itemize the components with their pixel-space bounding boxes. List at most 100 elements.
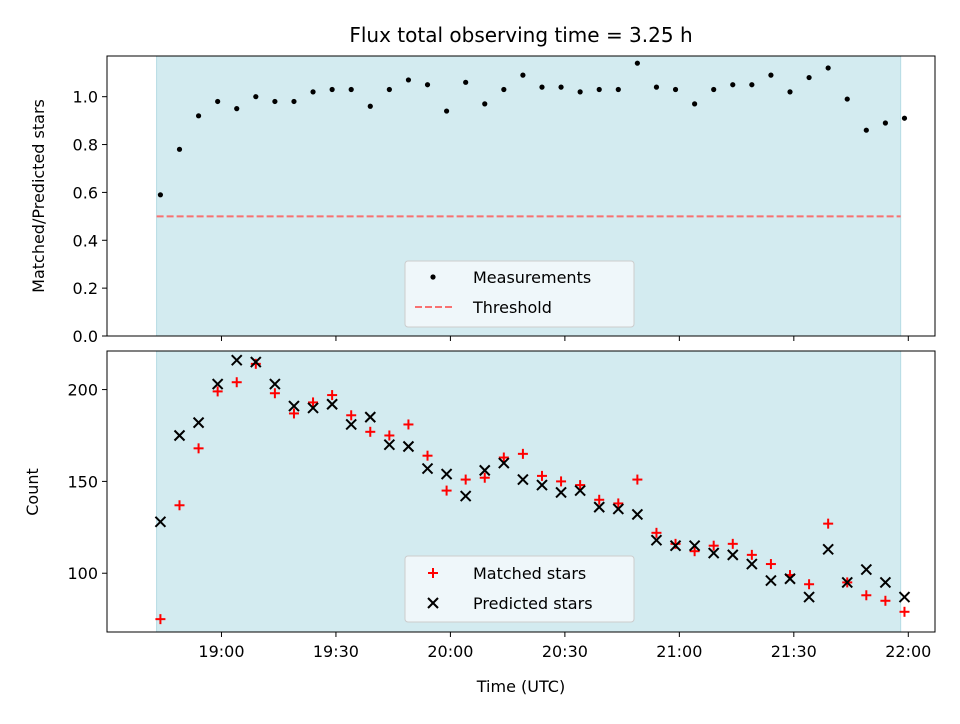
measurement-point <box>443 108 450 114</box>
x-tick-label: 19:00 <box>198 642 244 661</box>
matched-star-point <box>613 498 624 509</box>
predicted-star-point <box>536 479 548 491</box>
legend-measurements-label: Measurements <box>473 268 591 287</box>
predicted-star-point <box>669 539 682 552</box>
predicted-star-point <box>612 503 625 515</box>
top-x-ticks <box>220 336 909 341</box>
measurement-point <box>253 94 259 100</box>
y-tick-label: 0.2 <box>73 279 98 298</box>
measurement-point <box>596 86 602 93</box>
matched-star-point <box>193 443 204 454</box>
measurement-point <box>711 86 717 93</box>
measurement-point <box>291 98 297 105</box>
matched-star-point <box>155 614 166 625</box>
y-tick-label: 0.0 <box>73 327 98 346</box>
predicted-star-point <box>746 558 758 570</box>
matched-star-point <box>441 485 452 496</box>
predicted-star-point <box>803 591 815 603</box>
measurement-point <box>348 86 354 93</box>
measurement-point <box>215 98 221 105</box>
matched-star-point <box>403 419 414 430</box>
x-tick-label: 21:00 <box>656 642 702 661</box>
predicted-star-point <box>364 411 376 423</box>
predicted-star-point <box>383 438 396 451</box>
y-tick-label: 1.0 <box>73 88 98 107</box>
measurement-point <box>157 192 164 198</box>
matched-star-point <box>384 430 395 441</box>
predicted-stars-points <box>154 354 911 603</box>
predicted-star-point <box>555 486 567 499</box>
x-tick-label: 19:30 <box>313 642 359 661</box>
measurement-point <box>463 79 469 85</box>
matched-star-point <box>670 538 681 549</box>
predicted-star-point <box>841 576 853 589</box>
measurement-point <box>405 77 412 83</box>
predicted-star-point <box>517 473 529 486</box>
predicted-star-point <box>822 543 834 556</box>
matched-star-point <box>536 470 547 481</box>
measurement-point <box>329 86 335 93</box>
predicted-star-point <box>784 573 796 585</box>
x-tick-label: 21:30 <box>771 642 817 661</box>
measurement-point <box>863 127 869 133</box>
matched-star-point <box>517 448 528 459</box>
bottom-y-axis-label: Count <box>23 468 42 516</box>
matched-star-point <box>346 410 357 421</box>
matched-star-point <box>746 549 757 560</box>
measurement-point <box>730 82 736 88</box>
matched-star-point <box>308 397 319 408</box>
bottom-legend-box <box>404 555 635 623</box>
predicted-star-point <box>688 539 701 552</box>
matched-star-point <box>498 452 509 463</box>
predicted-star-point <box>402 440 415 453</box>
legend-matched-label: Matched stars <box>473 564 586 583</box>
predicted-star-point <box>211 378 224 390</box>
predicted-star-point <box>154 516 167 528</box>
matched-star-point <box>689 546 700 557</box>
matched-star-point <box>823 518 834 529</box>
bottom-y-ticks: 100 150 200 <box>67 381 107 583</box>
measurement-point <box>367 103 373 109</box>
predicted-star-point <box>631 508 644 521</box>
matched-star-point <box>288 408 299 419</box>
measurement-point <box>195 113 202 119</box>
measurement-point <box>482 101 488 107</box>
measurement-point <box>768 72 774 78</box>
predicted-star-point <box>707 547 720 559</box>
bottom-x-ticks: 19:00 19:30 20:00 20:30 21:00 21:30 22:00 <box>198 632 931 661</box>
matched-star-point <box>422 450 433 461</box>
matched-star-point <box>880 595 891 606</box>
matched-star-point <box>708 540 719 551</box>
measurement-points <box>157 60 908 198</box>
measurement-point <box>424 82 431 88</box>
y-tick-label: 0.8 <box>73 136 98 155</box>
predicted-star-point <box>879 576 892 589</box>
matched-star-point <box>479 472 490 483</box>
measurement-point <box>749 82 755 88</box>
predicted-star-point <box>173 429 186 442</box>
predicted-star-point <box>269 378 281 390</box>
x-tick-label: 20:30 <box>542 642 588 661</box>
top-y-ticks: 0.0 0.2 0.4 0.6 0.8 1.0 <box>73 88 107 346</box>
measurement-point <box>272 98 278 105</box>
measurement-point <box>520 72 526 78</box>
legend-predicted-label: Predicted stars <box>473 594 593 613</box>
matched-star-point <box>212 386 223 397</box>
measurement-point <box>787 89 793 95</box>
matched-star-point <box>804 579 815 590</box>
measurement-point <box>310 89 316 95</box>
legend-measurements-marker <box>430 274 436 280</box>
predicted-star-point <box>421 462 434 475</box>
matched-star-point <box>327 390 338 401</box>
x-tick-label: 20:00 <box>427 642 473 661</box>
predicted-star-point <box>479 464 491 477</box>
legend-threshold-label: Threshold <box>472 298 552 317</box>
predicted-star-point <box>231 354 243 366</box>
measurement-point <box>577 89 583 95</box>
measurement-point <box>234 106 240 112</box>
predicted-star-point <box>326 398 338 410</box>
matched-star-point <box>765 559 776 570</box>
matched-star-point <box>727 538 738 549</box>
predicted-star-point <box>650 534 663 546</box>
legend-predicted-marker <box>427 597 439 609</box>
